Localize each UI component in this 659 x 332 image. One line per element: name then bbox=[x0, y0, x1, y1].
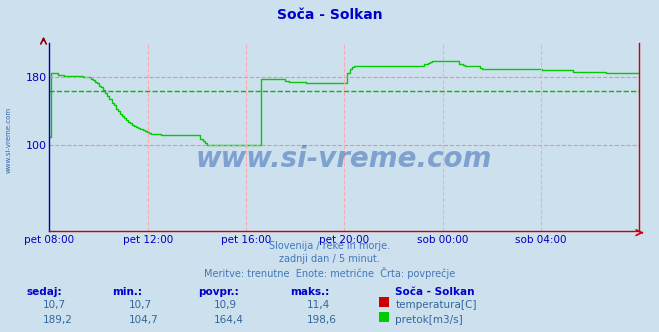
Text: www.si-vreme.com: www.si-vreme.com bbox=[5, 106, 12, 173]
Text: 10,9: 10,9 bbox=[214, 300, 237, 310]
Text: 104,7: 104,7 bbox=[129, 315, 158, 325]
Text: 11,4: 11,4 bbox=[306, 300, 330, 310]
Text: Slovenija / reke in morje.: Slovenija / reke in morje. bbox=[269, 241, 390, 251]
Text: povpr.:: povpr.: bbox=[198, 287, 239, 297]
Text: 164,4: 164,4 bbox=[214, 315, 244, 325]
Text: pretok[m3/s]: pretok[m3/s] bbox=[395, 315, 463, 325]
Text: zadnji dan / 5 minut.: zadnji dan / 5 minut. bbox=[279, 254, 380, 264]
Text: 10,7: 10,7 bbox=[129, 300, 152, 310]
Text: www.si-vreme.com: www.si-vreme.com bbox=[196, 145, 492, 173]
Text: 10,7: 10,7 bbox=[43, 300, 66, 310]
Text: 189,2: 189,2 bbox=[43, 315, 72, 325]
Text: maks.:: maks.: bbox=[290, 287, 330, 297]
Text: sedaj:: sedaj: bbox=[26, 287, 62, 297]
Text: 198,6: 198,6 bbox=[306, 315, 336, 325]
Text: min.:: min.: bbox=[112, 287, 142, 297]
Text: Meritve: trenutne  Enote: metrične  Črta: povprečje: Meritve: trenutne Enote: metrične Črta: … bbox=[204, 267, 455, 279]
Text: Soča - Solkan: Soča - Solkan bbox=[277, 8, 382, 22]
Text: temperatura[C]: temperatura[C] bbox=[395, 300, 477, 310]
Text: Soča - Solkan: Soča - Solkan bbox=[395, 287, 475, 297]
